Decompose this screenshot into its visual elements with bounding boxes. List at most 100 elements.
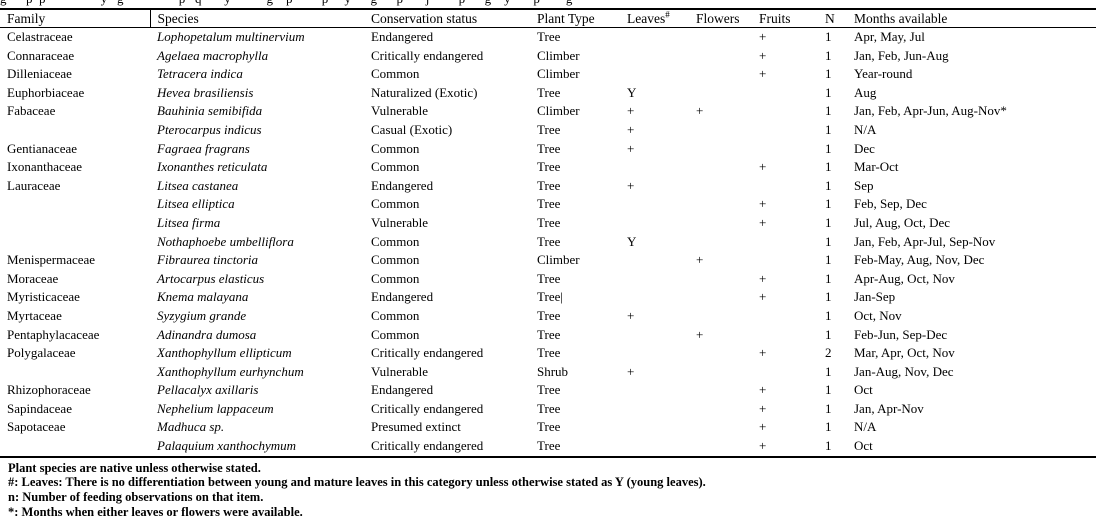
table-row: Pterocarpus indicus Casual (Exotic) Tree +1… bbox=[0, 121, 1096, 140]
cell-status: Vulnerable bbox=[371, 363, 428, 379]
table-row: Sapotaceae Madhuca sp. Presumed extinct Tre… bbox=[0, 418, 1096, 437]
cell-n: 1 bbox=[825, 66, 832, 82]
cell-status: Endangered bbox=[371, 382, 434, 398]
footnote-native: Plant species are native unless otherwis… bbox=[8, 460, 261, 475]
table-row: Xanthophyllum eurhynchum Vulnerable Shrub +… bbox=[0, 363, 1096, 382]
cell-flowers bbox=[689, 121, 752, 140]
cell-months: Jan-Sep bbox=[854, 289, 896, 305]
cell-fruits: + bbox=[759, 345, 767, 361]
cell-status: Critically endangered bbox=[371, 47, 484, 63]
cell-months: Jan, Apr-Nov bbox=[854, 400, 924, 416]
cell-fruits bbox=[752, 140, 818, 159]
cell-species: Litsea elliptica bbox=[157, 196, 235, 212]
leaves-footnote-marker: # bbox=[665, 9, 670, 20]
cell-species: Knema malayana bbox=[157, 289, 249, 305]
cell-family: Myristicaceae bbox=[7, 289, 80, 305]
cell-plant-type: Tree bbox=[537, 159, 561, 175]
cell-n: 1 bbox=[825, 121, 832, 137]
cell-months: Feb, Sep, Dec bbox=[854, 196, 927, 212]
cell-flowers bbox=[689, 65, 752, 84]
cell-species: Agelaea macrophylla bbox=[157, 47, 269, 63]
cell-plant-type: Shrub bbox=[537, 363, 569, 379]
cell-flowers bbox=[689, 195, 752, 214]
table-row: Nothaphoebe umbelliflora Common Tree Y 1 Jan,… bbox=[0, 233, 1096, 252]
cell-fruits bbox=[752, 177, 818, 196]
cell-family: Fabaceae bbox=[7, 103, 56, 119]
cell-species: Palaquium xanthochymum bbox=[157, 438, 297, 454]
cell-n: 1 bbox=[825, 326, 832, 342]
cell-leaves bbox=[620, 344, 689, 363]
cell-plant-type: Climber bbox=[537, 252, 580, 268]
cell-n: 1 bbox=[825, 252, 832, 268]
cell-leaves bbox=[620, 288, 689, 307]
cell-status: Common bbox=[371, 252, 420, 268]
cell-species: Artocarpus elasticus bbox=[157, 270, 265, 286]
cell-family: Polygalaceae bbox=[7, 345, 76, 361]
cell-n: 1 bbox=[825, 438, 832, 454]
cell-n: 1 bbox=[825, 233, 832, 249]
cell-n: 1 bbox=[825, 84, 832, 100]
cell-fruits bbox=[752, 326, 818, 345]
cell-species: Nephelium lappaceum bbox=[157, 400, 274, 416]
cell-status: Critically endangered bbox=[371, 345, 484, 361]
cell-family bbox=[0, 363, 150, 382]
cell-plant-type: Tree bbox=[537, 233, 561, 249]
cell-species: Hevea brasiliensis bbox=[157, 84, 254, 100]
cell-leaves bbox=[620, 65, 689, 84]
cell-leaves: + bbox=[627, 103, 635, 119]
cell-flowers: + bbox=[696, 252, 704, 268]
cell-plant-type: Tree bbox=[537, 270, 561, 286]
cell-status: Endangered bbox=[371, 177, 434, 193]
cell-leaves bbox=[620, 158, 689, 177]
cell-family bbox=[0, 233, 150, 252]
cell-flowers bbox=[689, 363, 752, 382]
cell-plant-type: Climber bbox=[537, 103, 580, 119]
cell-months: Jul, Aug, Oct, Dec bbox=[854, 214, 951, 230]
table-row: Celastraceae Lophopetalum multinervium End… bbox=[0, 28, 1096, 47]
table-row: Palaquium xanthochymum Critically endange… bbox=[0, 437, 1096, 457]
cell-leaves bbox=[620, 400, 689, 419]
cell-plant-type: Tree bbox=[537, 382, 561, 398]
table-row: Litsea elliptica Common Tree +1 Feb, Sep, De… bbox=[0, 195, 1096, 214]
cell-n: 2 bbox=[825, 345, 832, 361]
cell-status: Common bbox=[371, 326, 420, 342]
cell-family bbox=[0, 121, 150, 140]
cell-n: 1 bbox=[825, 29, 832, 44]
cell-months: Apr, May, Jul bbox=[854, 29, 925, 44]
table-row: Pentaphylacaceae Adinandra dumosa Common Tr… bbox=[0, 326, 1096, 345]
table-row: Menispermaceae Fibraurea tinctoria Common C… bbox=[0, 251, 1096, 270]
cell-status: Vulnerable bbox=[371, 214, 428, 230]
cell-fruits: + bbox=[759, 214, 767, 230]
cell-flowers bbox=[689, 233, 752, 252]
cell-species: Pellacalyx axillaris bbox=[157, 382, 259, 398]
cell-fruits bbox=[752, 102, 818, 121]
cell-fruits: + bbox=[759, 419, 767, 435]
cell-species: Lophopetalum multinervium bbox=[157, 29, 305, 44]
cell-fruits: + bbox=[759, 438, 767, 454]
cell-species: Ixonanthes reticulata bbox=[157, 159, 268, 175]
cell-species: Tetracera indica bbox=[157, 66, 243, 82]
cell-status: Naturalized (Exotic) bbox=[371, 84, 478, 100]
cell-plant-type: Tree bbox=[537, 84, 561, 100]
cell-flowers bbox=[689, 437, 752, 457]
cell-n: 1 bbox=[825, 289, 832, 305]
cell-species: Nothaphoebe umbelliflora bbox=[157, 233, 294, 249]
cell-plant-type: Climber bbox=[537, 66, 580, 82]
table-row: Dilleniaceae Tetracera indica Common Climbe… bbox=[0, 65, 1096, 84]
cell-plant-type: Tree bbox=[537, 345, 561, 361]
cell-plant-type: Tree bbox=[537, 121, 561, 137]
table-body: Celastraceae Lophopetalum multinervium End… bbox=[0, 28, 1096, 457]
col-header-plant-type: Plant Type bbox=[530, 9, 620, 28]
col-header-leaves: Leaves# bbox=[620, 9, 689, 28]
cell-status: Critically endangered bbox=[371, 438, 484, 454]
cell-flowers bbox=[689, 381, 752, 400]
clipped-caption-remnant: g p p y g p q y g p p y g p j p g y p g bbox=[0, 0, 1096, 8]
cell-species: Fagraea fragrans bbox=[157, 140, 250, 156]
col-header-n: N bbox=[818, 9, 847, 28]
cell-species: Adinandra dumosa bbox=[157, 326, 257, 342]
cell-fruits: + bbox=[759, 400, 767, 416]
cell-family: Ixonanthaceae bbox=[7, 159, 83, 175]
cell-leaves: Y bbox=[627, 84, 637, 100]
table-row: Rhizophoraceae Pellacalyx axillaris Endang… bbox=[0, 381, 1096, 400]
cell-months: Apr-Aug, Oct, Nov bbox=[854, 270, 955, 286]
